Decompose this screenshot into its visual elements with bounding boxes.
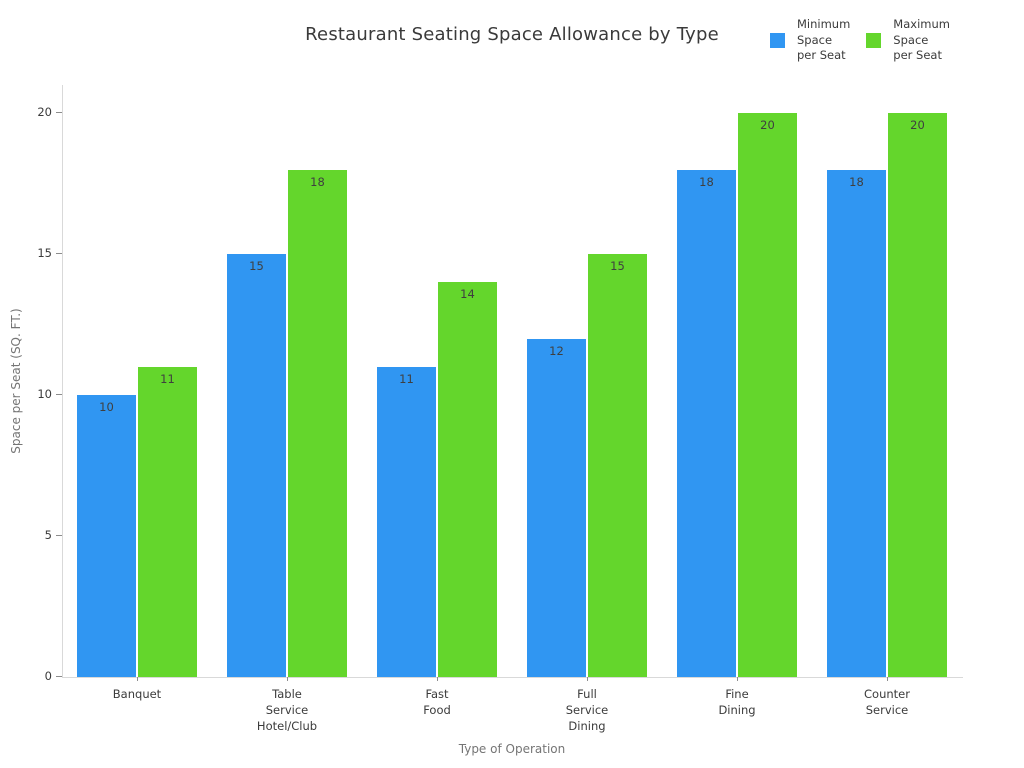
legend-label-line: per Seat <box>797 48 846 62</box>
bar-value-label: 20 <box>760 118 775 132</box>
x-category-label-line: Dining <box>718 703 756 717</box>
x-tick-mark <box>437 677 438 681</box>
x-category-label-banquet: Banquet <box>113 686 161 702</box>
x-category-label-line: Counter <box>864 687 910 701</box>
x-tick-mark <box>137 677 138 681</box>
legend-item-minimum: Minimum Space per Seat <box>770 17 850 64</box>
y-tick-label: 15 <box>37 246 52 261</box>
legend-swatch-minimum <box>770 32 785 48</box>
bar-value-label: 11 <box>160 372 175 386</box>
legend-label-line: Maximum <box>893 17 950 31</box>
x-tick-mark <box>287 677 288 681</box>
legend-label-line: Space <box>797 32 833 47</box>
x-category-label-line: Banquet <box>112 687 162 701</box>
x-category-label-line: Fine <box>725 687 749 701</box>
x-category-label-fine-dining: Fine Dining <box>718 686 755 718</box>
x-category-label-fast-food: Fast Food <box>423 686 451 718</box>
plot-area: 0 5 10 15 20 10 11 Banquet 15 18 Table Service Hotel… <box>37 85 963 733</box>
bar-minimum-counter-service: 18 <box>827 170 886 677</box>
y-axis-title: Space per Seat (SQ. FT.) <box>9 308 23 454</box>
y-tick-mark <box>56 535 62 537</box>
bar-value-label: 10 <box>99 400 114 414</box>
bar-maximum-fast-food: 14 <box>438 282 497 677</box>
bar-value-label: 20 <box>910 118 925 132</box>
x-category-label-line: Table <box>272 687 302 701</box>
chart-title: Restaurant Seating Space Allowance by Ty… <box>305 24 719 45</box>
bar-value-label: 12 <box>549 344 564 358</box>
bar-value-label: 15 <box>249 259 264 273</box>
bar-maximum-full-service-dining: 15 <box>588 254 647 677</box>
y-tick-mark <box>56 676 62 677</box>
legend-label-line: Space <box>893 32 929 47</box>
bar-value-label: 18 <box>699 175 714 189</box>
bar-value-label: 15 <box>610 259 625 273</box>
y-tick-label: 5 <box>44 528 52 543</box>
legend-label-line: Minimum <box>797 17 851 31</box>
legend-swatch-maximum <box>866 32 882 48</box>
y-tick-mark <box>56 112 62 114</box>
bar-minimum-banquet: 10 <box>77 395 136 677</box>
y-tick-label: 20 <box>37 105 52 120</box>
x-category-label-line: Dining <box>568 719 606 733</box>
x-tick-mark <box>737 677 738 681</box>
bar-maximum-fine-dining: 20 <box>738 113 797 677</box>
bar-value-label: 18 <box>310 175 325 189</box>
bar-maximum-banquet: 11 <box>138 367 197 677</box>
bar-maximum-table-service-hotel-club: 18 <box>288 170 347 677</box>
x-category-label-line: Service <box>565 703 609 717</box>
legend: Minimum Space per Seat Maximum Space per Seat <box>770 17 950 64</box>
legend-label: Minimum Space per Seat <box>797 17 850 64</box>
x-tick-mark <box>887 677 888 681</box>
x-category-label-line: Service <box>265 703 309 717</box>
bar-value-label: 11 <box>399 372 414 386</box>
bar-minimum-full-service-dining: 12 <box>527 339 586 677</box>
x-category-label-full-service-dining: Full Service Dining <box>566 686 609 734</box>
bar-maximum-counter-service: 20 <box>888 113 947 677</box>
bar-minimum-fine-dining: 18 <box>677 170 736 677</box>
x-tick-mark <box>587 677 588 681</box>
bar-value-label: 18 <box>849 175 864 189</box>
y-tick-label: 10 <box>37 387 52 402</box>
x-category-label-line: Food <box>423 703 451 717</box>
legend-item-maximum: Maximum Space per Seat <box>866 17 950 64</box>
y-tick-mark <box>56 394 62 396</box>
x-category-label-line: Hotel/Club <box>256 719 318 733</box>
bar-value-label: 14 <box>460 287 475 301</box>
legend-label-line: per Seat <box>893 48 942 62</box>
bar-minimum-fast-food: 11 <box>377 367 436 677</box>
x-category-label-line: Service <box>865 703 909 717</box>
x-category-label-line: Full <box>577 687 597 701</box>
x-category-label-line: Fast <box>425 687 449 701</box>
legend-label: Maximum Space per Seat <box>893 17 950 64</box>
x-category-label-counter-service: Counter Service <box>864 686 910 718</box>
bar-minimum-table-service-hotel-club: 15 <box>227 254 286 677</box>
x-category-label-table-service-hotel-club: Table Service Hotel/Club <box>257 686 317 734</box>
y-tick-mark <box>56 253 62 255</box>
x-axis-title: Type of Operation <box>458 742 566 756</box>
y-tick-label: 0 <box>44 669 52 683</box>
